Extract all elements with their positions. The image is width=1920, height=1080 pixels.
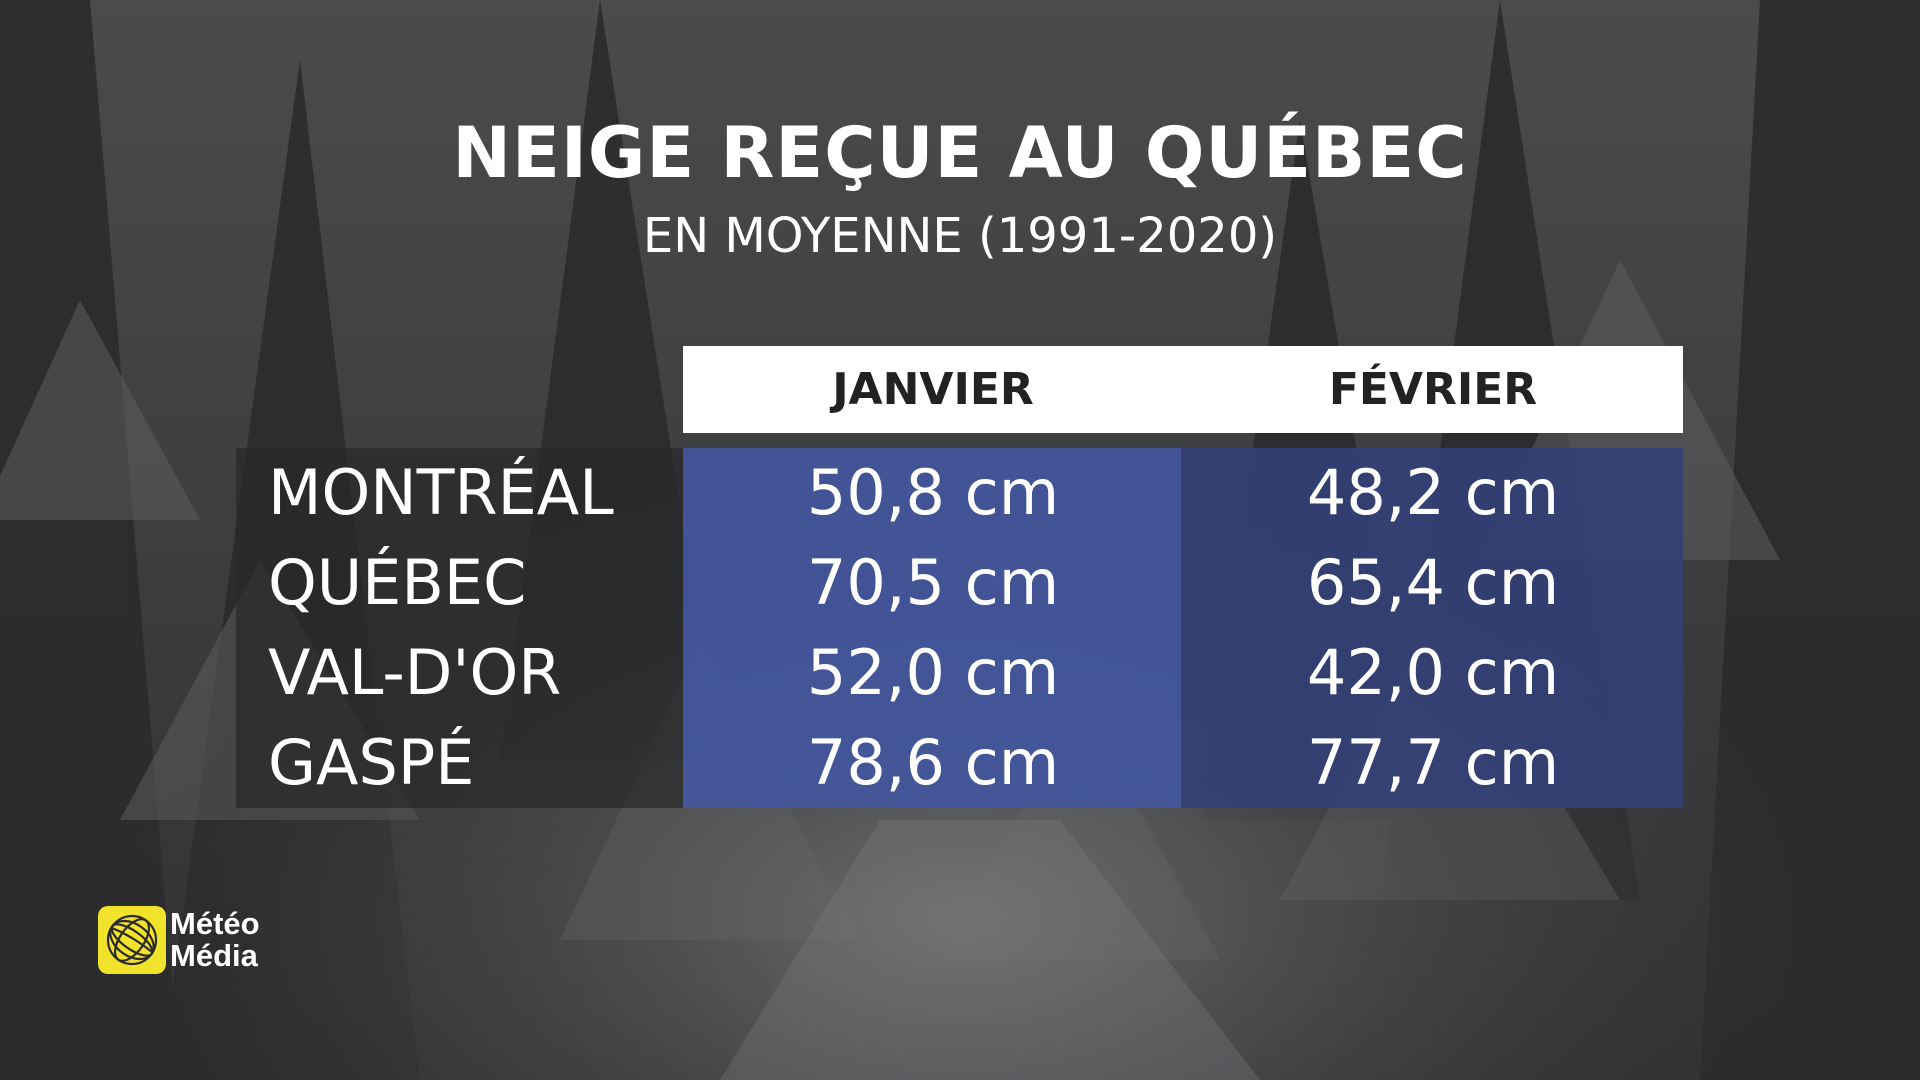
globe-icon [98,906,166,974]
value-janvier: 70,5 cm [806,546,1060,619]
meteomedia-logo: Météo Média [98,906,260,974]
chart-title: NEIGE REÇUE AU QUÉBEC [452,112,1468,194]
city-label: QUÉBEC [268,546,527,619]
value-fevrier: 77,7 cm [1306,726,1560,799]
value-fevrier: 42,0 cm [1306,636,1560,709]
city-label: VAL-D'OR [268,636,562,709]
table-row-val-dor: VAL-D'OR 52,0 cm 42,0 cm [236,628,1683,718]
value-janvier: 78,6 cm [806,726,1060,799]
fevrier-column-background [1181,448,1683,808]
column-header-fevrier: FÉVRIER [1328,364,1538,415]
city-label: GASPÉ [268,726,475,799]
chart-subtitle: EN MOYENNE (1991-2020) [642,208,1278,264]
value-fevrier: 65,4 cm [1306,546,1560,619]
city-label: MONTRÉAL [268,456,614,529]
table-row-montreal: MONTRÉAL 50,8 cm 48,2 cm [236,448,1683,538]
column-header-janvier: JANVIER [832,364,1034,415]
table-row-gaspe: GASPÉ 78,6 cm 77,7 cm [236,718,1683,808]
value-fevrier: 48,2 cm [1306,456,1560,529]
logo-line-1: Météo [170,906,260,941]
city-column-background [236,448,683,808]
table-row-quebec: QUÉBEC 70,5 cm 65,4 cm [236,538,1683,628]
table-header: JANVIER FÉVRIER [683,346,1683,433]
logo-wordmark: Météo Média [170,908,260,972]
value-janvier: 52,0 cm [806,636,1060,709]
logo-line-2: Média [170,938,258,973]
value-janvier: 50,8 cm [806,456,1060,529]
janvier-column-background [683,448,1181,808]
